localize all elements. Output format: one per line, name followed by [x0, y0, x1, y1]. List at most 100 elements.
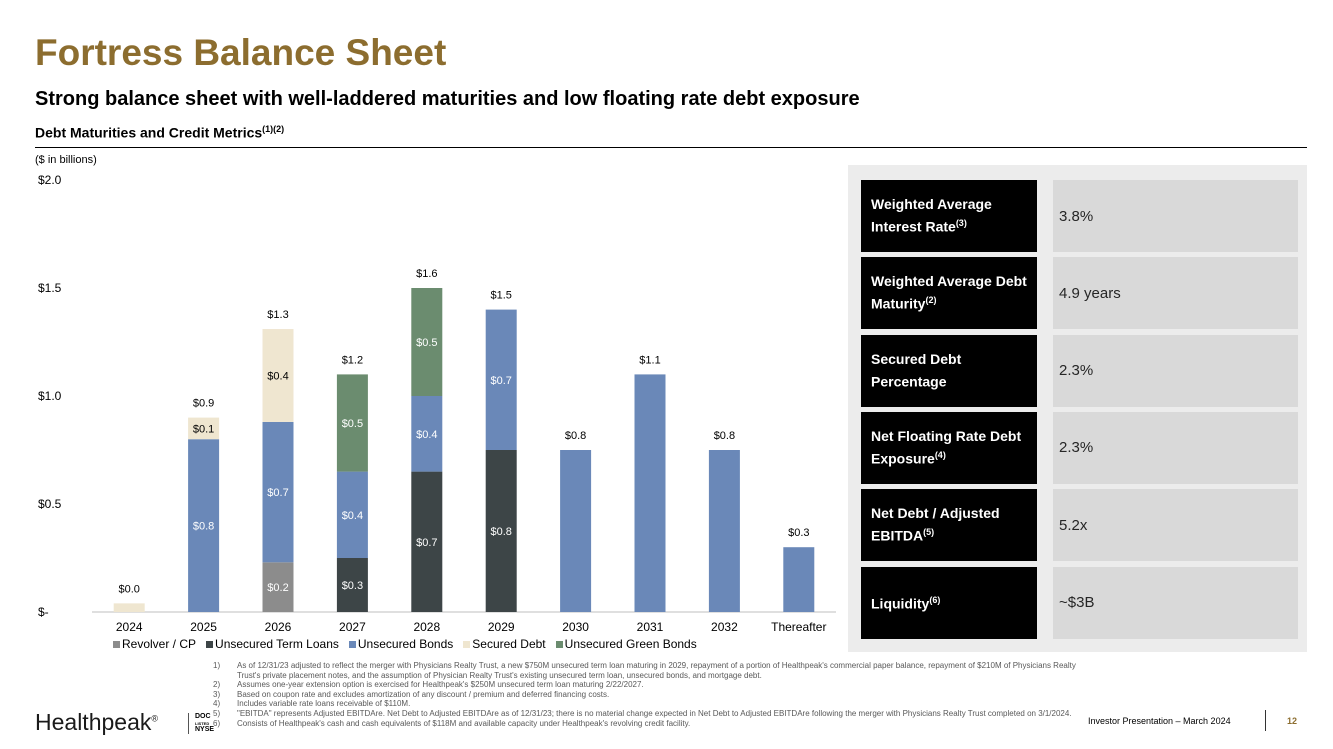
footer-divider	[1265, 710, 1266, 731]
bar-total-label: $0.9	[193, 398, 214, 410]
footnote: 4) Includes variable rate loans receivabl…	[213, 699, 1093, 709]
footnote-number: 3)	[213, 689, 221, 699]
x-tick-label: 2031	[637, 620, 664, 634]
units-label: ($ in billions)	[35, 154, 97, 166]
footnote: 1) As of 12/31/23 adjusted to reflect the…	[213, 661, 1093, 680]
metric-label: Secured Debt Percentage	[861, 334, 1037, 407]
footnotes: 1) As of 12/31/23 adjusted to reflect the…	[213, 661, 1093, 728]
metric-value: 2.3%	[1053, 411, 1298, 484]
bar-segment	[411, 288, 443, 396]
metric-label: Net Floating Rate Debt Exposure(4)	[861, 411, 1037, 484]
legend-item: Unsecured Bonds	[348, 637, 453, 651]
x-tick-label: 2032	[711, 620, 738, 634]
nyse-ticker-badge: DOC LISTED NYSE	[188, 713, 214, 734]
credit-metrics-panel: Weighted Average Interest Rate(3) 3.8% Wei…	[848, 165, 1307, 652]
section-heading-text: Debt Maturities and Credit Metrics	[35, 124, 263, 141]
metric-label-name: Secured Debt Percentage	[871, 350, 962, 390]
page-number: 12	[1287, 716, 1298, 726]
page-subtitle: Strong balance sheet with well-laddered …	[35, 88, 860, 110]
bar-value-label: $0.8	[490, 526, 511, 538]
bar-total-label: $0.8	[714, 430, 735, 442]
bar-segment	[262, 562, 294, 612]
y-tick-label: $-	[38, 605, 49, 619]
bar-segment	[188, 439, 220, 612]
metric-label: Liquidity(6)	[861, 566, 1037, 639]
metric-label: Weighted Average Interest Rate(3)	[861, 180, 1037, 252]
x-tick-label: 2027	[339, 620, 366, 634]
chart-legend: Revolver / CP Unsecured Term Loans Unsecur…	[113, 637, 697, 651]
bar-segment	[708, 450, 740, 612]
x-tick-label: 2030	[562, 620, 589, 634]
section-heading: Debt Maturities and Credit Metrics(1)(2)	[35, 124, 284, 141]
section-footnote-ref: (1)(2)	[262, 124, 285, 134]
metric-row: Weighted Average Interest Rate(3) 3.8%	[861, 180, 1298, 252]
legend-swatch	[348, 640, 356, 648]
presentation-footer: Investor Presentation – March 2024	[1088, 716, 1231, 726]
bar-value-label: $0.4	[267, 370, 288, 382]
bar-segment	[485, 309, 517, 450]
bar-total-label: $1.6	[416, 268, 437, 280]
healthpeak-logo: Healthpeak®	[35, 709, 158, 736]
ticker-exchange: NYSE	[195, 726, 215, 733]
x-tick-label: Thereafter	[771, 620, 826, 634]
x-tick-label: 2028	[413, 620, 440, 634]
legend-label: Secured Debt	[472, 637, 546, 651]
footnote-number: 4)	[213, 699, 221, 709]
metric-value: 3.8%	[1053, 180, 1298, 252]
metric-value: 4.9 years	[1053, 257, 1298, 330]
bar-total-label: $1.3	[267, 309, 288, 321]
metric-row: Weighted Average Debt Maturity(2) 4.9 yea…	[861, 257, 1298, 330]
y-tick-label: $1.5	[38, 281, 62, 295]
bar-value-label: $0.8	[193, 521, 214, 533]
metric-row: Secured Debt Percentage 2.3%	[861, 334, 1298, 407]
legend-item: Secured Debt	[463, 637, 546, 651]
ticker-listed: LISTED	[195, 721, 210, 726]
bar-segment	[485, 450, 517, 612]
bar-total-label: $1.5	[490, 290, 511, 302]
metric-footnote-ref: (3)	[955, 218, 967, 229]
bar-segment	[262, 329, 294, 422]
bar-value-label: $0.4	[416, 429, 437, 441]
metric-value: 5.2x	[1053, 489, 1298, 562]
bar-segment	[188, 417, 220, 440]
bar-total-label: $1.1	[639, 354, 660, 366]
metric-label-name: Weighted Average Interest Rate	[871, 196, 992, 235]
bar-value-label: $0.7	[267, 487, 288, 499]
legend-label: Unsecured Term Loans	[215, 637, 339, 651]
section-divider	[35, 147, 1307, 148]
metric-row: Liquidity(6) ~$3B	[861, 566, 1298, 639]
metric-row: Net Debt / Adjusted EBITDA(5) 5.2x	[861, 489, 1298, 562]
bar-total-label: $0.8	[565, 430, 586, 442]
metric-label: Net Debt / Adjusted EBITDA(5)	[861, 489, 1037, 562]
metric-label-name: Liquidity	[871, 595, 930, 612]
footnote-text: As of 12/31/23 adjusted to reflect the m…	[237, 661, 1076, 680]
metric-label-text: Weighted Average Debt Maturity(2)	[871, 272, 1037, 314]
y-tick-label: $1.0	[38, 389, 62, 403]
metric-footnote-ref: (6)	[929, 595, 941, 606]
bar-total-label: $0.3	[788, 527, 809, 539]
legend-swatch	[113, 640, 120, 648]
legend-swatch	[555, 640, 563, 648]
bar-value-label: $0.7	[416, 537, 437, 549]
footnote-number: 6)	[213, 718, 221, 728]
bar-value-label: $0.4	[342, 510, 363, 522]
bar-segment	[634, 374, 666, 612]
legend-item: Unsecured Green Bonds	[555, 637, 697, 651]
legend-swatch	[206, 640, 214, 648]
bar-segment	[560, 450, 592, 612]
debt-maturities-chart: $- $0.5 $1.0 $1.5 $2.0 $0.0 2024 $0.8 $0.1 $0.9 20…	[38, 173, 836, 634]
bar-segment	[336, 558, 368, 612]
bar-value-label: $0.3	[342, 580, 363, 592]
footnote-text: Based on coupon rate and excludes amorti…	[237, 689, 610, 699]
footnote-text: Assumes one-year extension option is exe…	[237, 680, 644, 690]
x-tick-label: 2025	[190, 620, 217, 634]
bar-value-label: $0.2	[267, 582, 288, 594]
metric-label-text: Secured Debt Percentage	[871, 350, 1037, 392]
x-tick-label: 2024	[116, 620, 143, 634]
ticker-symbol: DOC	[195, 713, 211, 720]
logo-text: Healthpeak	[35, 709, 152, 735]
metric-label-text: Net Debt / Adjusted EBITDA(5)	[871, 504, 1037, 546]
bar-segment	[336, 471, 368, 558]
footnote-number: 1)	[213, 661, 221, 670]
metric-value: ~$3B	[1053, 566, 1298, 639]
